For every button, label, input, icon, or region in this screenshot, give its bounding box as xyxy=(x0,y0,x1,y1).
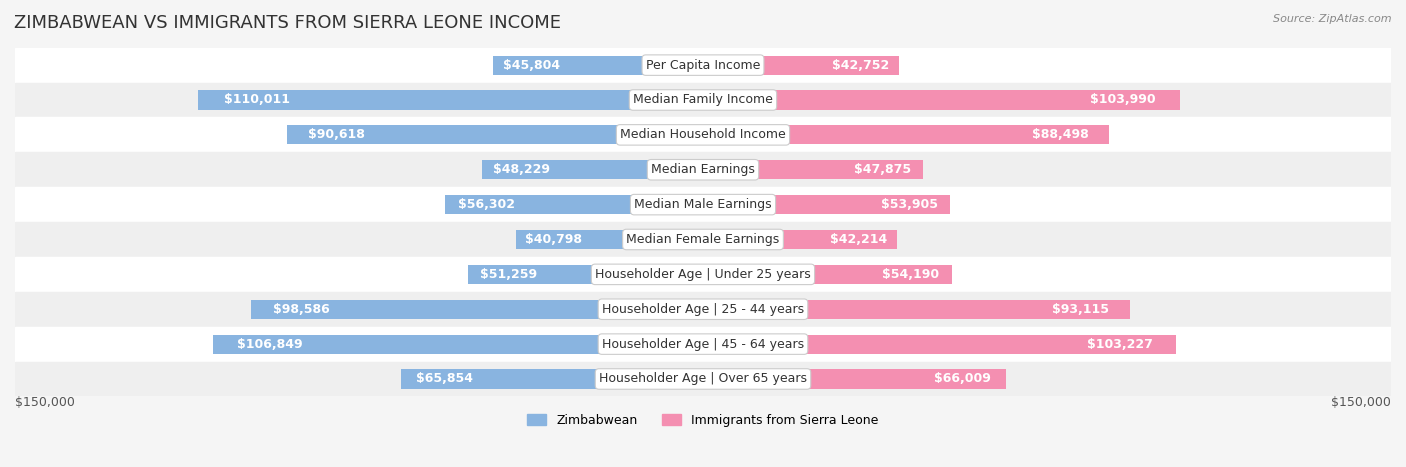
Text: $42,752: $42,752 xyxy=(832,59,889,71)
Text: $42,214: $42,214 xyxy=(830,233,887,246)
Bar xyxy=(703,195,950,214)
Text: $98,586: $98,586 xyxy=(273,303,330,316)
Text: $103,990: $103,990 xyxy=(1091,93,1156,106)
Text: $65,854: $65,854 xyxy=(416,373,472,385)
Bar xyxy=(703,56,898,75)
Bar xyxy=(15,292,1391,327)
Text: $66,009: $66,009 xyxy=(934,373,991,385)
Bar xyxy=(444,195,703,214)
Text: Householder Age | 25 - 44 years: Householder Age | 25 - 44 years xyxy=(602,303,804,316)
Text: Per Capita Income: Per Capita Income xyxy=(645,59,761,71)
Text: $54,190: $54,190 xyxy=(882,268,939,281)
Text: $47,875: $47,875 xyxy=(855,163,911,176)
Text: $40,798: $40,798 xyxy=(526,233,582,246)
Text: $106,849: $106,849 xyxy=(238,338,304,351)
Text: $45,804: $45,804 xyxy=(503,59,561,71)
Text: $56,302: $56,302 xyxy=(458,198,515,211)
Bar xyxy=(401,369,703,389)
Bar xyxy=(15,152,1391,187)
Bar xyxy=(482,160,703,179)
Bar xyxy=(15,257,1391,292)
Bar xyxy=(250,300,703,319)
Bar xyxy=(212,334,703,354)
Bar xyxy=(15,187,1391,222)
Bar xyxy=(703,125,1109,144)
Bar xyxy=(15,117,1391,152)
Text: ZIMBABWEAN VS IMMIGRANTS FROM SIERRA LEONE INCOME: ZIMBABWEAN VS IMMIGRANTS FROM SIERRA LEO… xyxy=(14,14,561,32)
Text: Median Household Income: Median Household Income xyxy=(620,128,786,142)
Bar xyxy=(516,230,703,249)
Text: $88,498: $88,498 xyxy=(1032,128,1088,142)
Text: $93,115: $93,115 xyxy=(1052,303,1109,316)
Bar xyxy=(15,48,1391,83)
Text: $150,000: $150,000 xyxy=(1331,396,1391,410)
Text: $48,229: $48,229 xyxy=(494,163,550,176)
Bar xyxy=(703,300,1130,319)
Text: $51,259: $51,259 xyxy=(479,268,537,281)
Bar xyxy=(703,230,897,249)
Text: Householder Age | 45 - 64 years: Householder Age | 45 - 64 years xyxy=(602,338,804,351)
Legend: Zimbabwean, Immigrants from Sierra Leone: Zimbabwean, Immigrants from Sierra Leone xyxy=(523,409,883,432)
Bar xyxy=(15,361,1391,396)
Text: Source: ZipAtlas.com: Source: ZipAtlas.com xyxy=(1274,14,1392,24)
Bar xyxy=(703,265,952,284)
Text: Householder Age | Over 65 years: Householder Age | Over 65 years xyxy=(599,373,807,385)
Bar xyxy=(15,222,1391,257)
Text: Median Female Earnings: Median Female Earnings xyxy=(627,233,779,246)
Text: Median Family Income: Median Family Income xyxy=(633,93,773,106)
Text: $150,000: $150,000 xyxy=(15,396,75,410)
Text: Householder Age | Under 25 years: Householder Age | Under 25 years xyxy=(595,268,811,281)
Bar xyxy=(703,91,1180,110)
Text: $103,227: $103,227 xyxy=(1087,338,1153,351)
Bar xyxy=(494,56,703,75)
Text: $53,905: $53,905 xyxy=(882,198,938,211)
Bar xyxy=(703,369,1005,389)
Bar xyxy=(198,91,703,110)
Text: $90,618: $90,618 xyxy=(308,128,366,142)
Bar xyxy=(15,83,1391,117)
Text: Median Male Earnings: Median Male Earnings xyxy=(634,198,772,211)
Text: Median Earnings: Median Earnings xyxy=(651,163,755,176)
Bar xyxy=(468,265,703,284)
Bar xyxy=(703,334,1177,354)
Bar xyxy=(703,160,922,179)
Bar xyxy=(287,125,703,144)
Text: $110,011: $110,011 xyxy=(224,93,290,106)
Bar xyxy=(15,327,1391,361)
